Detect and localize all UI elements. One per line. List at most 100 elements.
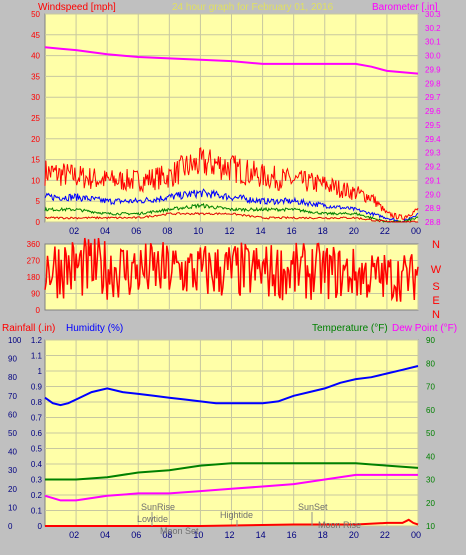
windspeed-tick-label: 5 xyxy=(36,197,41,206)
humidity-line xyxy=(44,365,419,407)
rainfall-axis-label: Rainfall (.in) xyxy=(2,323,55,334)
windspeed-tick-label: 0 xyxy=(36,218,41,227)
windspeed-tick-label: 25 xyxy=(31,114,40,123)
barometer-tick-label: 28.8 xyxy=(425,218,441,227)
rainfall-tick-label: 0.3 xyxy=(31,476,43,485)
barometer-line xyxy=(44,46,419,75)
rainfall-tick-label: 0.2 xyxy=(31,491,43,500)
x-tick-label: 08 xyxy=(162,226,172,236)
rainfall-tick-label: 0.1 xyxy=(31,507,43,516)
compass-label: S xyxy=(432,281,439,293)
barometer-tick-label: 29.3 xyxy=(425,149,441,158)
x-tick-label: 10 xyxy=(193,530,203,540)
x-tick-label: 22 xyxy=(380,530,390,540)
x-tick-label: 08 xyxy=(162,530,172,540)
humidity-tick-label: 100 xyxy=(8,336,22,345)
direction-tick-label: 0 xyxy=(36,306,41,315)
humidity-tick-label: 70 xyxy=(8,392,17,401)
direction-tick-label: 180 xyxy=(27,273,41,282)
rainfall-tick-label: 0.5 xyxy=(31,445,43,454)
wind-speed-line xyxy=(44,188,419,223)
x-tick-label: 14 xyxy=(256,530,266,540)
rainfall-tick-label: 0.7 xyxy=(31,414,43,423)
humidity-tick-label: 10 xyxy=(8,503,17,512)
rainfall-tick-label: 0.9 xyxy=(31,383,43,392)
humidity-tick-label: 60 xyxy=(8,410,17,419)
windspeed-tick-label: 10 xyxy=(31,176,40,185)
x-tick-label: 04 xyxy=(100,530,110,540)
temperature-tick-label: 20 xyxy=(426,499,435,508)
barometer-tick-label: 30.0 xyxy=(425,52,441,61)
astronomy-annotations: SunRise Lowtide Moon Set Hightide SunSet… xyxy=(137,502,361,536)
wind-low-line xyxy=(44,212,418,223)
x-tick-label: 18 xyxy=(318,226,328,236)
hightide-label: Hightide xyxy=(220,510,253,520)
compass-label: N xyxy=(432,309,440,321)
temperature-tick-label: 80 xyxy=(426,359,435,368)
rainfall-tick-label: 1.1 xyxy=(31,352,43,361)
direction-tick-label: 270 xyxy=(27,257,41,266)
rainfall-tick-label: 1.2 xyxy=(31,336,43,345)
windspeed-tick-label: 35 xyxy=(31,72,40,81)
x-tick-label: 14 xyxy=(256,226,266,236)
temperature-tick-label: 50 xyxy=(426,429,435,438)
compass-label: E xyxy=(432,295,439,307)
direction-tick-label: 90 xyxy=(31,290,40,299)
humidity-tick-label: 40 xyxy=(8,448,17,457)
compass-label: W xyxy=(431,264,442,276)
humidity-tick-label: 80 xyxy=(8,373,17,382)
dewpoint-line xyxy=(44,473,418,502)
temperature-tick-label: 40 xyxy=(426,452,435,461)
x-tick-label: 16 xyxy=(287,226,297,236)
humidity-axis-label: Humidity (%) xyxy=(66,323,123,334)
x-tick-label: 12 xyxy=(224,226,234,236)
x-tick-label: 20 xyxy=(349,530,359,540)
barometer-tick-label: 28.9 xyxy=(425,204,441,213)
barometer-tick-label: 30.2 xyxy=(425,24,441,33)
x-tick-label: 10 xyxy=(193,226,203,236)
rainfall-tick-label: 1 xyxy=(38,367,43,376)
x-tick-label: 18 xyxy=(318,530,328,540)
windspeed-tick-label: 20 xyxy=(31,135,40,144)
rainfall-tick-label: 0.6 xyxy=(31,429,43,438)
x-tick-label: 12 xyxy=(224,530,234,540)
rainfall-tick-label: 0.8 xyxy=(31,398,43,407)
barometer-tick-label: 29.7 xyxy=(425,93,441,102)
barometer-tick-label: 29.0 xyxy=(425,190,441,199)
dewpoint-axis-label: Dew Point (°F) xyxy=(392,323,457,334)
windspeed-tick-label: 30 xyxy=(31,93,40,102)
x-tick-label: 02 xyxy=(69,226,79,236)
windspeed-tick-label: 45 xyxy=(31,31,40,40)
barometer-tick-label: 29.2 xyxy=(425,163,441,172)
x-tick-label: 22 xyxy=(380,226,390,236)
wind-average-line xyxy=(44,202,419,223)
x-tick-label: 06 xyxy=(131,530,141,540)
wind-direction-line xyxy=(44,237,419,302)
x-tick-label: 16 xyxy=(287,530,297,540)
x-tick-label: 04 xyxy=(100,226,110,236)
barometer-axis-label: Barometer [.in] xyxy=(372,2,438,13)
temperature-tick-label: 10 xyxy=(426,522,435,531)
x-tick-label: 00 xyxy=(411,226,421,236)
moonrise-label: Moon Rise xyxy=(318,520,361,530)
lowtide-label: Lowtide xyxy=(137,514,168,524)
barometer-tick-label: 29.1 xyxy=(425,176,441,185)
temperature-tick-label: 90 xyxy=(426,336,435,345)
temperature-line xyxy=(45,462,419,481)
barometer-tick-label: 30.1 xyxy=(425,38,441,47)
rainfall-tick-label: 0.4 xyxy=(31,460,43,469)
data-series xyxy=(44,46,419,527)
windspeed-tick-label: 15 xyxy=(31,156,40,165)
wind-gust-line xyxy=(44,147,419,221)
x-tick-label: 02 xyxy=(69,530,79,540)
windspeed-tick-label: 50 xyxy=(31,10,40,19)
temperature-axis-label: Temperature (°F) xyxy=(312,323,388,334)
x-tick-label: 06 xyxy=(131,226,141,236)
windspeed-tick-label: 40 xyxy=(31,52,40,61)
windspeed-axis-label: Windspeed [mph] xyxy=(38,2,116,13)
barometer-tick-label: 29.8 xyxy=(425,79,441,88)
x-tick-label: 00 xyxy=(411,530,421,540)
sunrise-label: SunRise xyxy=(141,502,175,512)
